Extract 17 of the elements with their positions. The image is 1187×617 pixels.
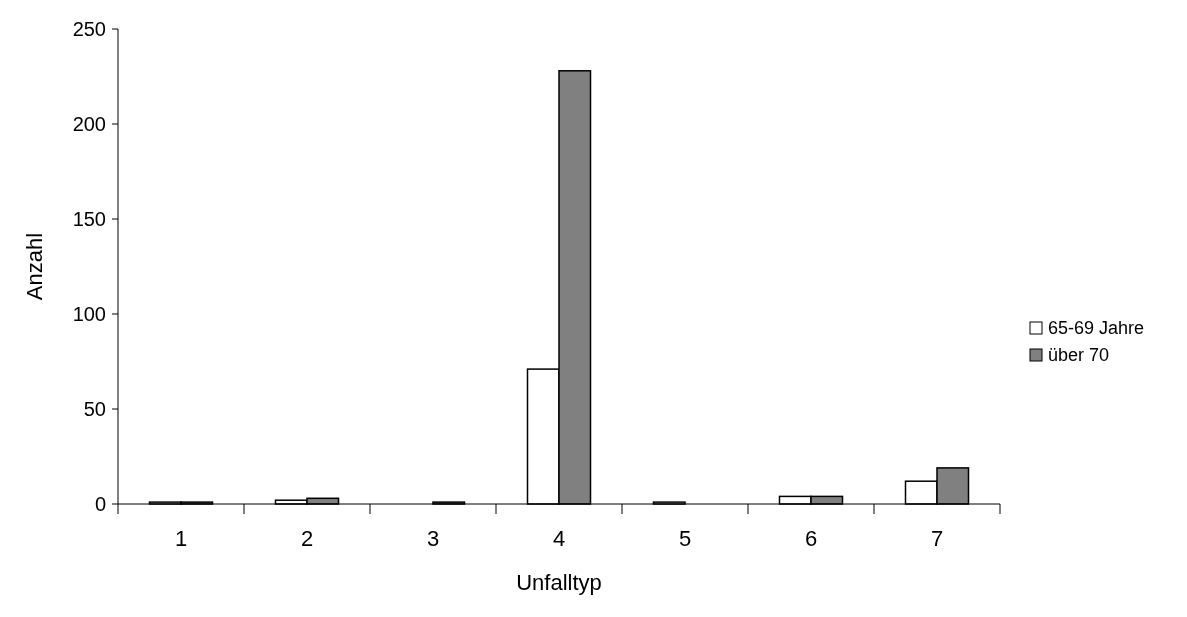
x-axis-title: Unfalltyp: [516, 570, 602, 595]
x-tick-label: 3: [426, 526, 440, 551]
x-tick-label: 5: [678, 526, 692, 551]
y-tick-label: 100: [72, 303, 106, 325]
x-tick-label: 6: [804, 526, 818, 551]
y-tick-label: 150: [72, 208, 106, 230]
legend-label: 65-69 Jahre: [1048, 318, 1145, 339]
x-tick-label: 2: [300, 526, 314, 551]
x-tick-label: 4: [552, 526, 566, 551]
legend-label: über 70: [1048, 345, 1110, 366]
x-tick-label: 7: [930, 526, 944, 551]
x-tick-label: 1: [174, 526, 188, 551]
y-axis-title: Anzahl: [22, 232, 47, 301]
y-tick-label: 250: [72, 18, 106, 40]
y-tick-label: 0: [94, 493, 106, 515]
y-tick-label: 200: [72, 113, 106, 135]
y-tick-label: 50: [83, 398, 106, 420]
